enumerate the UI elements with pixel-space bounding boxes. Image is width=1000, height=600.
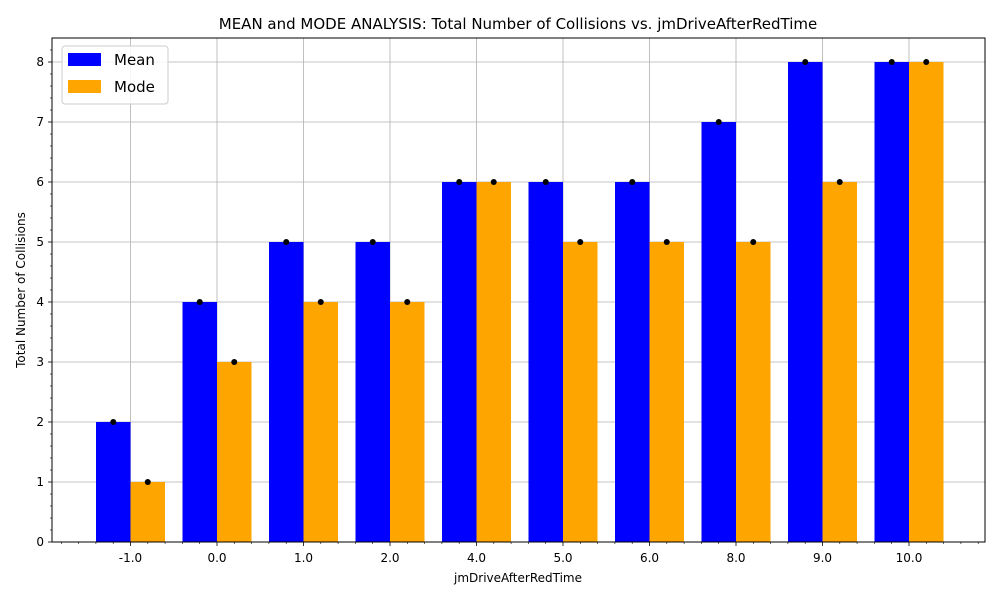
legend-label-mean: Mean	[114, 51, 155, 69]
legend: Mean Mode	[61, 45, 169, 105]
bar-mean	[355, 242, 390, 542]
y-tick-label: 0	[36, 535, 44, 549]
x-tick-label: 1.0	[294, 551, 313, 565]
y-tick-label: 2	[36, 415, 44, 429]
bar-mode	[130, 482, 165, 542]
y-tick-label: 7	[36, 115, 44, 129]
bar-mode	[649, 242, 684, 542]
marker-mean	[283, 239, 290, 245]
bar-mode	[217, 362, 252, 542]
marker-mode	[317, 299, 324, 305]
marker-mean	[196, 299, 203, 305]
legend-swatch-mean	[68, 53, 101, 66]
marker-mode	[577, 239, 584, 245]
bar-mode	[822, 182, 857, 542]
marker-mode	[490, 179, 497, 185]
legend-swatch-mode	[68, 80, 101, 93]
marker-mean	[110, 419, 117, 425]
marker-mean	[802, 59, 809, 65]
marker-mode	[231, 359, 238, 365]
bar-mode	[563, 242, 598, 542]
bar-mean	[269, 242, 304, 542]
y-tick-label: 6	[36, 175, 44, 189]
bar-mean	[788, 62, 823, 542]
marker-mode	[750, 239, 757, 245]
y-tick-label: 5	[36, 235, 44, 249]
marker-mode	[663, 239, 670, 245]
ticks: 0 1 2 3 4 5 6 7 8 -1.0 0.0 1.0 2.0 4.0 5.0 6.0 8.0 9.0 10.…	[36, 49, 979, 565]
x-tick-label: 5.0	[553, 551, 572, 565]
y-tick-label: 1	[36, 475, 44, 489]
bar-mean	[96, 422, 131, 542]
marker-mean	[456, 179, 463, 185]
marker-mode	[923, 59, 930, 65]
legend-label-mode: Mode	[114, 78, 155, 96]
y-tick-label: 8	[36, 55, 44, 69]
y-axis-label: Total Number of Collisions	[14, 212, 28, 369]
x-axis-label: jmDriveAfterRedTime	[453, 571, 582, 585]
bar-mode	[736, 242, 771, 542]
y-tick-label: 3	[36, 355, 44, 369]
bar-mean	[528, 182, 563, 542]
marker-mean	[369, 239, 376, 245]
x-tick-label: 4.0	[467, 551, 486, 565]
bar-mode	[476, 182, 511, 542]
x-tick-label: 2.0	[380, 551, 399, 565]
bar-mode	[909, 62, 944, 542]
marker-mode	[144, 479, 151, 485]
marker-mean	[715, 119, 722, 125]
marker-mean	[888, 59, 895, 65]
bar-mean	[615, 182, 650, 542]
x-tick-label: 10.0	[896, 551, 923, 565]
bar-mean	[182, 302, 217, 542]
bar-mean	[442, 182, 477, 542]
marker-mean	[542, 179, 549, 185]
x-tick-label: 9.0	[813, 551, 832, 565]
bar-mean	[874, 62, 909, 542]
x-tick-label: 6.0	[640, 551, 659, 565]
markers	[110, 59, 930, 485]
bars	[96, 62, 944, 542]
x-tick-label: -1.0	[119, 551, 142, 565]
x-tick-label: 0.0	[207, 551, 226, 565]
marker-mode	[836, 179, 843, 185]
bar-mode	[303, 302, 338, 542]
bar-mean	[701, 122, 736, 542]
y-tick-label: 4	[36, 295, 44, 309]
chart-title: MEAN and MODE ANALYSIS: Total Number of …	[219, 15, 817, 33]
marker-mode	[404, 299, 411, 305]
bar-mode	[390, 302, 425, 542]
marker-mean	[629, 179, 636, 185]
x-tick-label: 8.0	[726, 551, 745, 565]
